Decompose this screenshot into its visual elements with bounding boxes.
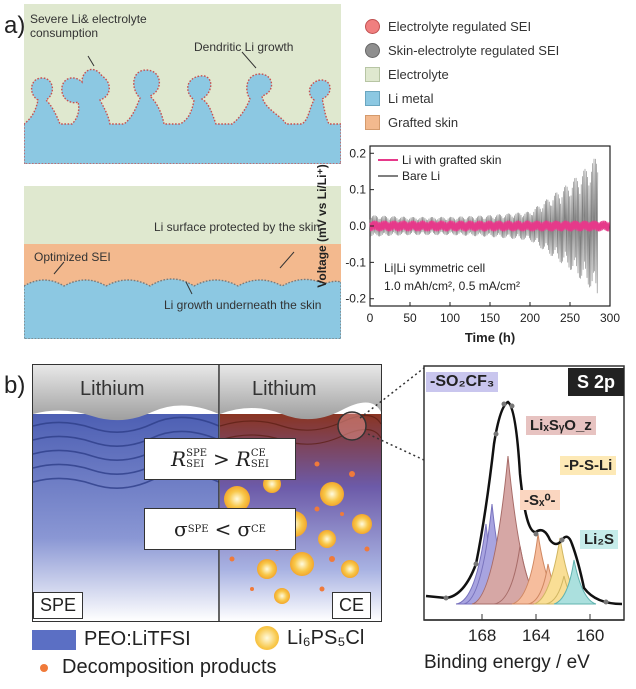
electrolyte-comparison: Lithium Lithium R SPE SEI > R CE SEI σ SPE < … — [31, 363, 383, 623]
peak-label-li2s: Li₂S — [580, 530, 618, 549]
lithium-label-left: Lithium — [80, 378, 145, 400]
x-axis-label: Time (h) — [465, 330, 515, 345]
conductivity-inequality: σ SPE < σ CE — [144, 508, 296, 550]
peak-label-psli: -P-S-Li — [560, 456, 617, 475]
note-consumption: Severe Li& electrolyte consumption — [30, 12, 147, 40]
voltage-chart-svg: 0 50 100 150 200 250 300 -0.2 -0.1 0.0 0.1 0.2 Time … — [315, 145, 620, 345]
gray-dot-icon — [365, 42, 380, 58]
x-tick-label: 50 — [403, 311, 417, 325]
xps-tick-160: 160 — [576, 626, 605, 645]
legend-item-li-metal: Li metal — [365, 88, 559, 108]
orange-dot-icon — [40, 663, 48, 672]
x-tick-label: 250 — [560, 311, 580, 325]
legend-a: Electrolyte regulated SEI Skin-electroly… — [365, 16, 559, 132]
zoom-connector — [359, 367, 425, 461]
orange-square-icon — [365, 114, 380, 130]
y-tick-label: -0.1 — [345, 255, 366, 269]
note-dendrite: Dendritic Li growth — [194, 40, 294, 54]
annotation-rate: 1.0 mAh/cm², 0.5 mA/cm² — [384, 279, 520, 293]
dendrite-schematic: Severe Li& electrolyte consumption Dendr… — [23, 4, 342, 165]
x-tick-label: 300 — [600, 311, 620, 325]
legend-item-grafted-skin: Grafted skin — [365, 112, 559, 132]
panel-label-b: b) — [4, 372, 26, 399]
legend-peo: PEO:LiTFSI — [32, 628, 191, 651]
legend-label: Li with grafted skin — [402, 153, 501, 167]
legend-item-skin-sei: Skin-electrolyte regulated SEI — [365, 40, 559, 60]
x-tick-label: 100 — [440, 311, 460, 325]
tag-spe: SPE — [33, 592, 84, 619]
note-growth: Li growth underneath the skin — [164, 298, 322, 312]
y-tick-label: -0.2 — [345, 292, 366, 306]
green-square-icon — [365, 66, 380, 82]
y-tick-label: 0.0 — [349, 219, 366, 233]
y-tick-label: 0.1 — [349, 183, 366, 197]
blue-square-icon — [365, 90, 380, 106]
peak-label-so2cf3: -SO₂CF₃ — [426, 372, 499, 392]
xps-tick-168: 168 — [468, 626, 497, 645]
note-sei: Optimized SEI — [34, 250, 111, 264]
peak-label-lisyoz: LiₓSᵧO_z — [526, 416, 596, 435]
legend-item-electrolyte-sei: Electrolyte regulated SEI — [365, 16, 559, 36]
legend-label: Bare Li — [402, 169, 440, 183]
xps-tick-164: 164 — [522, 626, 551, 645]
x-tick-label: 150 — [480, 311, 500, 325]
lithium-label-right: Lithium — [252, 378, 317, 400]
legend-argyrodite: Li₆PS₅Cl — [255, 626, 364, 650]
x-tick-label: 200 — [520, 311, 540, 325]
voltage-chart: 0 50 100 150 200 250 300 -0.2 -0.1 0.0 0.1 0.2 Time … — [310, 138, 630, 348]
xps-xlabel: Binding energy / eV — [424, 652, 590, 673]
red-dot-icon — [365, 18, 380, 34]
xps-spectrum: S 2p -SO₂CF₃ LiₓSᵧO_z -Sₓ⁰- -P-S-Li Li₂S… — [416, 364, 630, 684]
series-line-grafted-skin — [369, 220, 610, 232]
resistance-inequality: R SPE SEI > R CE SEI — [144, 438, 296, 480]
y-axis-label: Voltage (mV vs Li/Li⁺) — [315, 164, 329, 287]
sun-particle-icon — [255, 626, 279, 650]
legend-decomposition: Decomposition products — [40, 656, 277, 679]
peak-label-sx0: -Sₓ⁰- — [520, 490, 560, 510]
panel-label-a: a) — [4, 12, 26, 39]
note-protected: Li surface protected by the skin — [154, 220, 321, 234]
x-tick-label: 0 — [367, 311, 374, 325]
peo-swatch-icon — [32, 629, 76, 650]
xps-title: S 2p — [568, 368, 624, 396]
legend-item-electrolyte: Electrolyte — [365, 64, 559, 84]
y-tick-label: 0.2 — [349, 146, 366, 160]
skin-schematic: Li surface protected by the skin Optimiz… — [23, 186, 342, 340]
annotation-cell: Li|Li symmetric cell — [384, 261, 485, 275]
tag-ce: CE — [332, 592, 372, 619]
